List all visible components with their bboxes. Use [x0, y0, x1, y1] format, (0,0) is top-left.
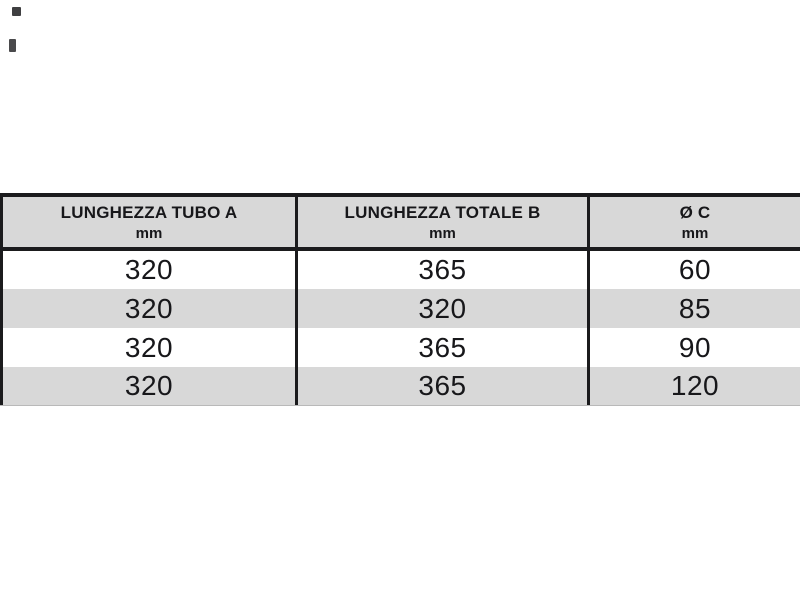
cell-value: 320	[124, 254, 174, 285]
table-cell: 120	[587, 367, 800, 405]
table-cell: 320	[0, 367, 295, 405]
cell-value: 120	[670, 370, 720, 401]
table-cell: 320	[0, 328, 295, 367]
cell-value: 320	[418, 292, 467, 324]
cell-value: 320	[124, 370, 174, 401]
cell-value: 365	[418, 331, 467, 363]
table-row: 320 365 90	[0, 328, 800, 367]
table-cell: 320	[295, 289, 587, 328]
table-cell: 90	[587, 328, 800, 367]
column-title: Ø C	[679, 202, 711, 222]
cell-value: 90	[678, 331, 712, 363]
table-cell: 365	[295, 251, 587, 289]
table-header-row: LUNGHEZZA TUBO A mm LUNGHEZZA TOTALE B m…	[0, 197, 800, 247]
cell-value: 365	[418, 370, 467, 401]
cell-value: 60	[678, 254, 712, 285]
column-unit: mm	[429, 224, 456, 242]
table-cell: 60	[587, 251, 800, 289]
table-cell: 320	[0, 289, 295, 328]
header-cell-lunghezza-totale-b: LUNGHEZZA TOTALE B mm	[295, 197, 587, 247]
dimensions-table: LUNGHEZZA TUBO A mm LUNGHEZZA TOTALE B m…	[0, 193, 800, 406]
cell-value: 320	[124, 331, 174, 363]
scan-artifact	[12, 7, 21, 16]
table-row: 320 320 85	[0, 289, 800, 328]
cell-value: 320	[124, 292, 174, 324]
column-title: LUNGHEZZA TOTALE B	[344, 202, 541, 222]
header-cell-diameter-c: Ø C mm	[587, 197, 800, 247]
table-row: 320 365 120	[0, 367, 800, 405]
column-unit: mm	[681, 224, 709, 242]
table-bottom-rule	[0, 405, 800, 406]
table-cell: 365	[295, 328, 587, 367]
column-unit: mm	[135, 224, 163, 242]
column-title: LUNGHEZZA TUBO A	[60, 202, 238, 222]
cell-value: 365	[418, 254, 467, 285]
table-row: 320 365 60	[0, 251, 800, 289]
table-cell: 85	[587, 289, 800, 328]
table-cell: 320	[0, 251, 295, 289]
table-top-rule	[0, 193, 800, 197]
header-bottom-rule	[0, 247, 800, 251]
table-cell: 365	[295, 367, 587, 405]
header-cell-lunghezza-tubo-a: LUNGHEZZA TUBO A mm	[0, 197, 295, 247]
scan-artifact	[9, 39, 16, 52]
cell-value: 85	[678, 292, 712, 324]
